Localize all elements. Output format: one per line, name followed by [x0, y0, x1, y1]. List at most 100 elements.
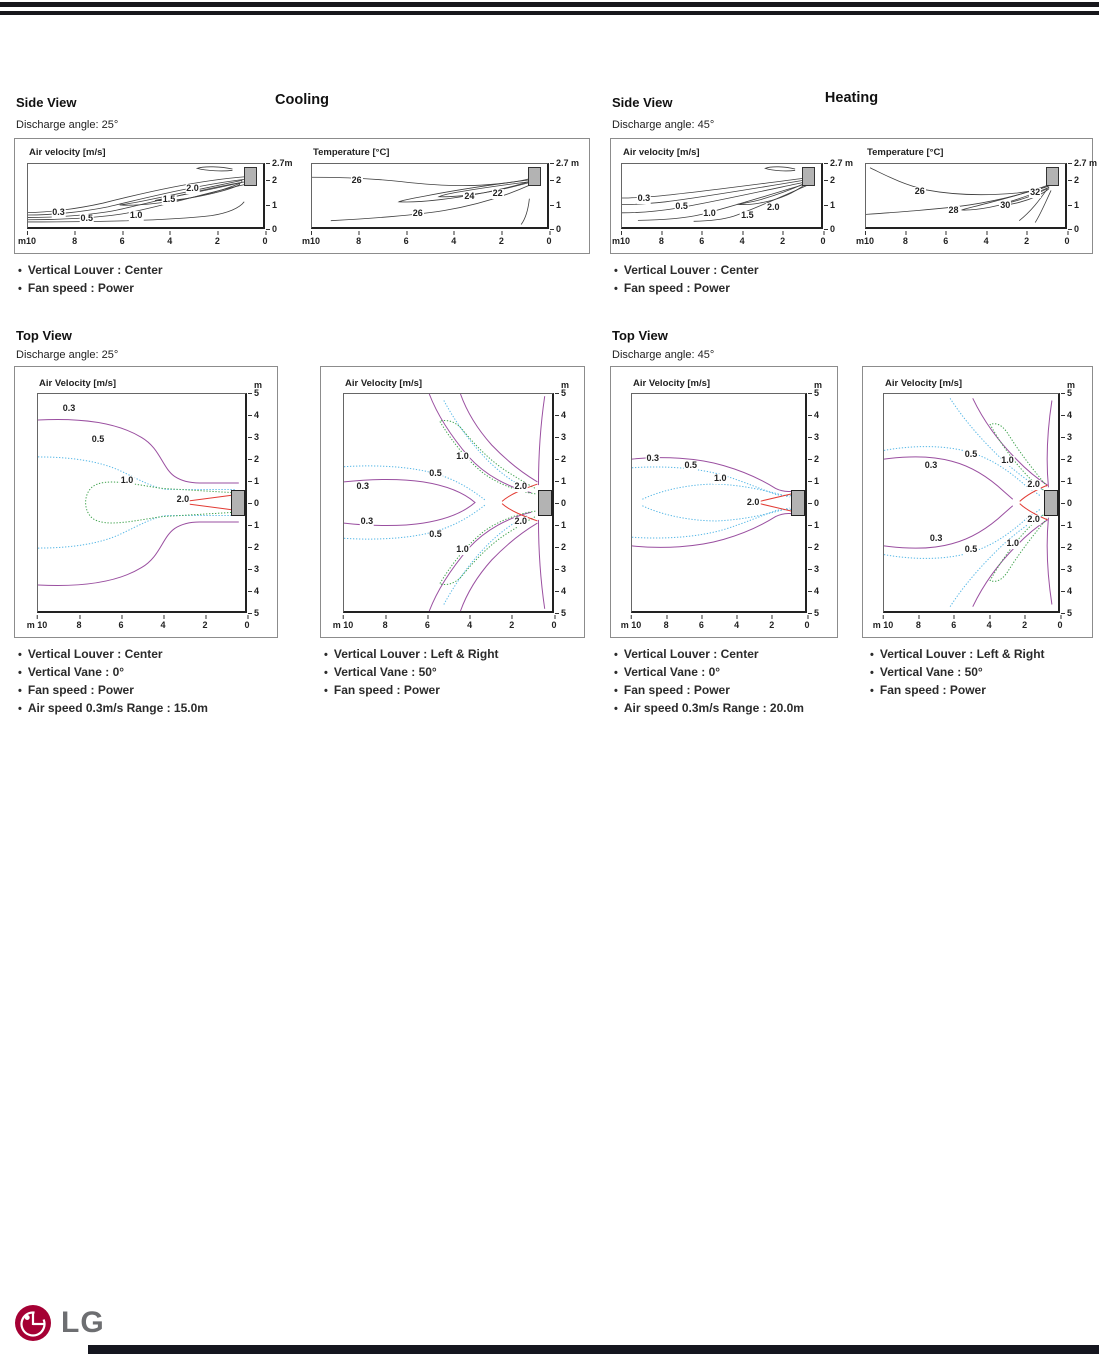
indoor-unit-marker: [528, 167, 541, 186]
cooling-top-leftright-notes: • Vertical Louver : Left & Right • Vertical…: [322, 646, 499, 700]
chart-title: Air Velocity [m/s]: [633, 378, 711, 389]
y-tick-label: 1: [247, 476, 260, 486]
y-tick-label: 0: [823, 224, 836, 234]
indoor-unit-marker: [231, 489, 245, 516]
contour-labels: 0.5 0.3 1.0 2.0 2.0 0.3 0.5 1.0: [884, 394, 1058, 611]
heating-side-velocity-plot: 0.3 0.5 1.0 1.5 2.0: [621, 163, 823, 229]
contour-value-label: 0.5: [428, 529, 443, 540]
contour-value-label: 28: [947, 204, 960, 216]
x-tick-label: 2: [780, 231, 786, 246]
contour-value-label: 0.5: [79, 213, 95, 225]
y-tick-label: 1: [554, 476, 567, 486]
y-tick-label: 4: [807, 410, 820, 420]
heating-side-view-chart-box: Air velocity [m/s] 0.3 0.5 1.0 1.5 2.0 2.7 m…: [610, 138, 1097, 254]
x-tick-label: m 10: [26, 615, 48, 630]
cooling-side-view-heading: Side View: [16, 95, 77, 110]
y-tick-label: 5: [247, 388, 260, 398]
y-tick-label: 2: [247, 542, 260, 552]
x-tick-label: 8: [915, 615, 921, 630]
x-tick-label: 2: [202, 615, 208, 630]
contour-value-label: 0.5: [90, 433, 106, 445]
y-axis-ticks: 5 4 3 2 1 0 1 2 3 4 5: [1060, 388, 1090, 618]
x-tick-label: m10: [301, 231, 321, 246]
x-axis-ticks: m10 8 6 4 2 0: [18, 231, 268, 246]
x-axis-ticks: m 10 8 6 4 2 0: [873, 615, 1063, 630]
y-axis-ticks: 2.7 m 2 1 0: [823, 158, 853, 234]
x-tick-label: 0: [551, 615, 557, 630]
contour-value-label: 0.3: [636, 193, 652, 205]
y-tick-label: 5: [247, 608, 260, 618]
y-tick-label: 4: [807, 586, 820, 596]
y-tick-label: 5: [1060, 388, 1073, 398]
contour-value-label: 0.3: [359, 516, 375, 527]
y-tick-label: 2: [807, 542, 820, 552]
x-axis-ticks: m10 8 6 4 2 0: [302, 231, 552, 246]
y-tick-label: 1: [1060, 520, 1073, 530]
y-tick-label: 2: [549, 175, 562, 186]
y-tick-label: 4: [554, 586, 567, 596]
x-tick-label: 4: [160, 615, 166, 630]
cooling-top-leftright-chart-box: Air Velocity [m/s] 1.0 0.5 0.3 2.0 2.0 0.3 0.5…: [320, 366, 585, 638]
lg-logo-icon: [15, 1305, 51, 1341]
contour-value-label: 26: [350, 175, 363, 186]
note-item: • Fan speed : Power: [614, 281, 730, 295]
contour-value-label: 0.3: [51, 207, 66, 219]
x-tick-label: 6: [943, 231, 949, 246]
indoor-unit-marker: [1046, 167, 1059, 186]
contour-value-label: 1.0: [702, 208, 717, 220]
note-item: • Vertical Louver : Center: [614, 263, 759, 277]
cooling-top-center-notes: • Vertical Louver : Center • Vertical Vane …: [16, 646, 208, 718]
x-tick-label: 0: [546, 231, 552, 246]
y-tick-label: 3: [807, 432, 820, 442]
note-item: • Vertical Vane : 0°: [614, 665, 721, 679]
y-tick-label: 0: [1060, 498, 1073, 508]
note-item: • Vertical Louver : Center: [18, 647, 163, 661]
y-tick-label: 1: [1067, 199, 1080, 210]
x-tick-label: 4: [983, 231, 989, 246]
contour-value-label: 1.0: [1000, 455, 1015, 467]
y-tick-label: 5: [807, 388, 820, 398]
cooling-top-center-chart-box: Air Velocity [m/s] 0.3 0.5 1.0 2.0 5 4 3 2 1 0 1 2…: [14, 366, 278, 638]
note-item: • Vertical Louver : Center: [614, 647, 759, 661]
x-tick-label: m10: [17, 231, 37, 246]
note-item: • Fan speed : Power: [18, 683, 134, 697]
contour-value-label: 22: [491, 187, 504, 199]
contour-value-label: 2.0: [1026, 513, 1041, 525]
y-axis-ticks: 2.7m 2 1 0: [265, 158, 295, 234]
note-item: • Fan speed : Power: [870, 683, 986, 697]
cooling-top-discharge-angle: Discharge angle: 25°: [16, 349, 119, 361]
x-tick-label: 8: [76, 615, 82, 630]
x-tick-label: 0: [262, 231, 268, 246]
chart-title: Air velocity [m/s]: [29, 147, 106, 158]
y-axis-unit: m: [254, 380, 263, 390]
note-item: • Fan speed : Power: [614, 683, 730, 697]
x-axis-ticks: m 10 8 6 4 2 0: [621, 615, 810, 630]
y-tick-label: 5: [807, 608, 820, 618]
x-tick-label: 6: [118, 615, 124, 630]
contour-value-label: 2.0: [185, 183, 200, 195]
x-tick-label: 6: [403, 231, 409, 246]
x-tick-label: m10: [855, 231, 875, 246]
y-axis-ticks: 5 4 3 2 1 0 1 2 3 4 5: [247, 388, 277, 618]
y-tick-label: 4: [554, 410, 567, 420]
y-tick-label: 2.7m: [266, 158, 293, 168]
contour-value-label: 30: [999, 199, 1012, 211]
note-item: • Fan speed : Power: [18, 281, 134, 295]
y-tick-label: 1: [823, 199, 836, 210]
contour-value-label: 1.0: [119, 474, 135, 486]
y-tick-label: 1: [807, 476, 820, 486]
top-rule-2: [0, 11, 1099, 15]
contour-value-label: 24: [463, 191, 476, 203]
note-item: • Air speed 0.3m/s Range : 15.0m: [18, 701, 208, 715]
contour-value-label: 0.5: [963, 544, 979, 556]
y-tick-label: 0: [247, 498, 260, 508]
contour-value-label: 1.0: [455, 450, 470, 462]
x-tick-label: 6: [951, 615, 957, 630]
chart-title: Air velocity [m/s]: [623, 147, 700, 158]
contour-value-label: 1.5: [740, 209, 755, 221]
chart-title: Air Velocity [m/s]: [345, 378, 423, 389]
y-axis-unit: m: [1067, 380, 1076, 390]
y-tick-label: 2: [554, 454, 567, 464]
contour-lines: [632, 394, 805, 611]
x-tick-label: 4: [739, 231, 745, 246]
